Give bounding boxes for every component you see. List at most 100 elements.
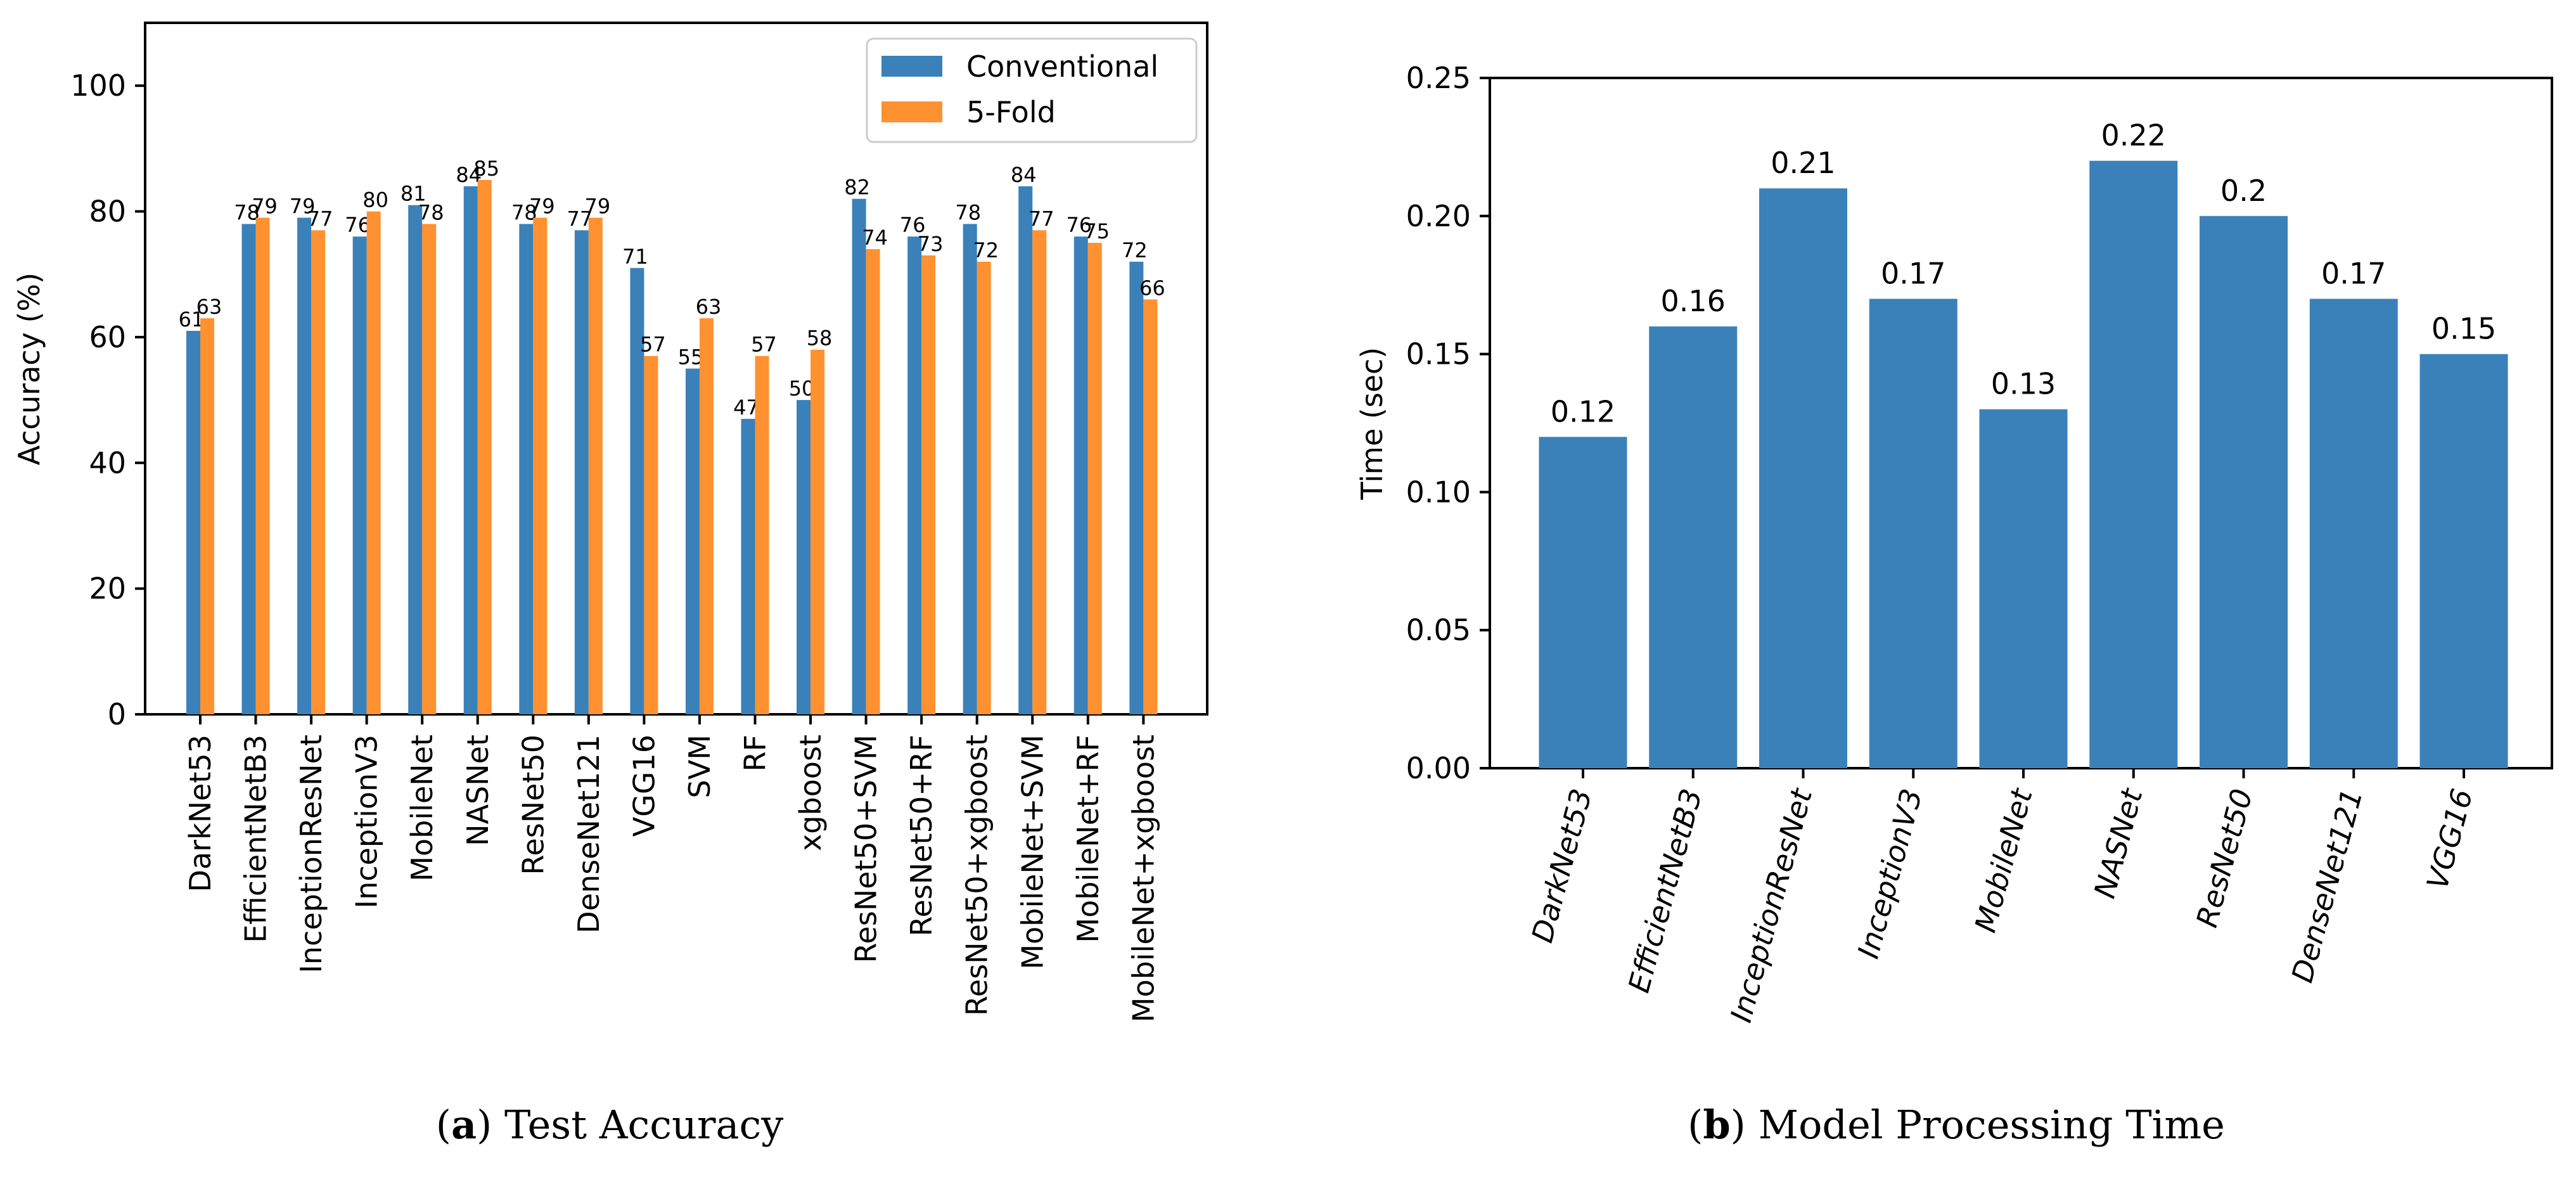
data-label: 0.22 — [2101, 119, 2166, 153]
data-label-5-fold: 73 — [918, 232, 944, 256]
data-label-5-fold: 72 — [973, 238, 999, 262]
data-label-conventional: 76 — [345, 213, 371, 237]
data-label-5-fold: 74 — [862, 226, 888, 250]
x-tick-label: MobileNet — [405, 735, 439, 882]
accuracy-caption: (a) Test Accuracy — [436, 1102, 783, 1148]
time-y-axis-label: Time (sec) — [1355, 347, 1389, 501]
bar-5-fold-mobilenet — [422, 224, 437, 714]
accuracy-caption-label: a — [451, 1102, 477, 1148]
bar-conventional-efficientnetb3 — [241, 224, 256, 714]
time-caption-label: b — [1703, 1102, 1730, 1148]
x-tick-label: ResNet50 — [2189, 785, 2259, 931]
y-tick-label: 0 — [108, 697, 126, 731]
bar-conventional-resnet50-xgboost — [963, 224, 977, 714]
data-label-conventional: 79 — [290, 194, 316, 218]
bar-5-fold-resnet50-rf — [921, 255, 936, 714]
x-tick-label: xgboost — [793, 735, 828, 851]
data-label-5-fold: 79 — [529, 194, 555, 218]
time-caption-text: Model Processing Time — [1746, 1102, 2225, 1148]
bar-5-fold-mobilenet-svm — [1032, 230, 1047, 714]
x-tick-label: VGG16 — [2420, 785, 2480, 893]
bar-conventional-svm — [685, 368, 700, 714]
legend-label-conventional: Conventional — [966, 49, 1158, 84]
bar-conventional-resnet50 — [519, 224, 534, 714]
bar-mobilenet — [1979, 409, 2068, 768]
data-label: 0.2 — [2220, 174, 2267, 208]
data-label-5-fold: 57 — [640, 333, 666, 357]
bar-5-fold-svm — [699, 318, 714, 714]
data-label-5-fold: 79 — [584, 194, 610, 218]
x-tick-label: VGG16 — [627, 735, 661, 837]
accuracy-y-axis: 0 20 40 60 80 100 — [70, 68, 145, 731]
bar-conventional-darknet53 — [186, 330, 200, 714]
data-label-conventional: 82 — [844, 176, 870, 200]
data-label: 0.17 — [1881, 256, 1945, 290]
x-tick-label: DarkNet53 — [183, 735, 217, 892]
y-tick-label: 20 — [89, 572, 126, 606]
bar-conventional-vgg16 — [630, 267, 644, 714]
bar-conventional-inceptionv3 — [352, 236, 367, 715]
data-label-conventional: 47 — [733, 396, 759, 420]
x-tick-label: InceptionV3 — [350, 735, 384, 908]
data-label-5-fold: 77 — [1028, 207, 1054, 231]
bar-vgg16 — [2419, 354, 2508, 768]
bar-5-fold-densenet121 — [588, 217, 603, 714]
y-tick-label: 0.05 — [1406, 613, 1471, 647]
bar-conventional-resnet50-svm — [852, 198, 866, 714]
bar-conventional-xgboost — [797, 400, 811, 714]
data-label: 0.16 — [1661, 284, 1726, 318]
bar-5-fold-inceptionresnet — [311, 230, 326, 714]
data-label-5-fold: 85 — [473, 157, 499, 181]
bar-darknet53 — [1539, 437, 1627, 768]
data-label: 0.13 — [1991, 367, 2056, 401]
bar-conventional-mobilenet-rf — [1073, 236, 1088, 715]
data-label-5-fold: 63 — [196, 295, 222, 319]
y-tick-label: 0.15 — [1406, 337, 1471, 371]
time-x-axis: DarkNet53 EfficientNetB3 InceptionResNet In… — [1525, 768, 2480, 1026]
x-tick-label: SVM — [682, 735, 717, 798]
bar-5-fold-mobilenet-rf — [1087, 243, 1102, 714]
data-label-conventional: 78 — [234, 200, 260, 224]
bar-5-fold-rf — [755, 356, 769, 714]
data-label-5-fold: 75 — [1084, 219, 1110, 243]
accuracy-plot-frame — [144, 22, 1208, 716]
bar-conventional-mobilenet-svm — [1018, 186, 1033, 714]
bar-5-fold-resnet50-svm — [866, 249, 880, 714]
bar-5-fold-inceptionv3 — [366, 211, 381, 715]
data-label: 0.12 — [1551, 394, 1615, 428]
x-tick-label: EfficientNetB3 — [239, 735, 273, 943]
bar-5-fold-resnet50 — [533, 217, 548, 714]
bar-conventional-rf — [741, 418, 755, 714]
time-caption: (b) Model Processing Time — [1688, 1102, 2225, 1148]
y-tick-label: 0.20 — [1406, 199, 1471, 233]
legend-label-five-fold: 5-Fold — [966, 95, 1056, 129]
accuracy-x-axis: DarkNet53 EfficientNetB3 InceptionResNet In… — [183, 714, 1160, 1022]
y-tick-label: 0.10 — [1406, 475, 1471, 509]
data-label-5-fold: 66 — [1139, 276, 1165, 300]
bar-5-fold-nasnet — [477, 179, 492, 714]
x-tick-label: RF — [738, 735, 772, 771]
y-tick-label: 80 — [89, 195, 126, 229]
bar-5-fold-resnet50-xgboost — [977, 261, 991, 715]
time-y-axis: 0.00 0.05 0.10 0.15 0.20 0.25 — [1406, 61, 1490, 785]
data-label: 0.21 — [1771, 146, 1835, 180]
data-label-conventional: 50 — [789, 376, 815, 401]
bar-inceptionresnet — [1759, 188, 1847, 768]
x-tick-label: DenseNet121 — [572, 735, 606, 934]
y-tick-label: 60 — [89, 320, 126, 354]
bar-5-fold-xgboost — [811, 349, 825, 714]
y-tick-label: 0.25 — [1406, 61, 1471, 95]
bar-nasnet — [2089, 160, 2178, 768]
x-tick-label: MobileNet+xgboost — [1126, 735, 1160, 1022]
data-label-conventional: 78 — [955, 200, 981, 224]
data-label-conventional: 72 — [1122, 238, 1148, 262]
processing-time-chart: 0.000.050.100.150.200.25 0.120.160.210.1… — [1355, 61, 2553, 1148]
accuracy-y-axis-label: Accuracy (%) — [12, 273, 46, 465]
bar-resnet50 — [2200, 215, 2288, 768]
bar-5-fold-darknet53 — [200, 318, 214, 714]
bar-5-fold-efficientnetb3 — [255, 217, 270, 714]
data-label-5-fold: 77 — [307, 207, 333, 231]
x-tick-label: EfficientNetB3 — [1622, 785, 1709, 996]
